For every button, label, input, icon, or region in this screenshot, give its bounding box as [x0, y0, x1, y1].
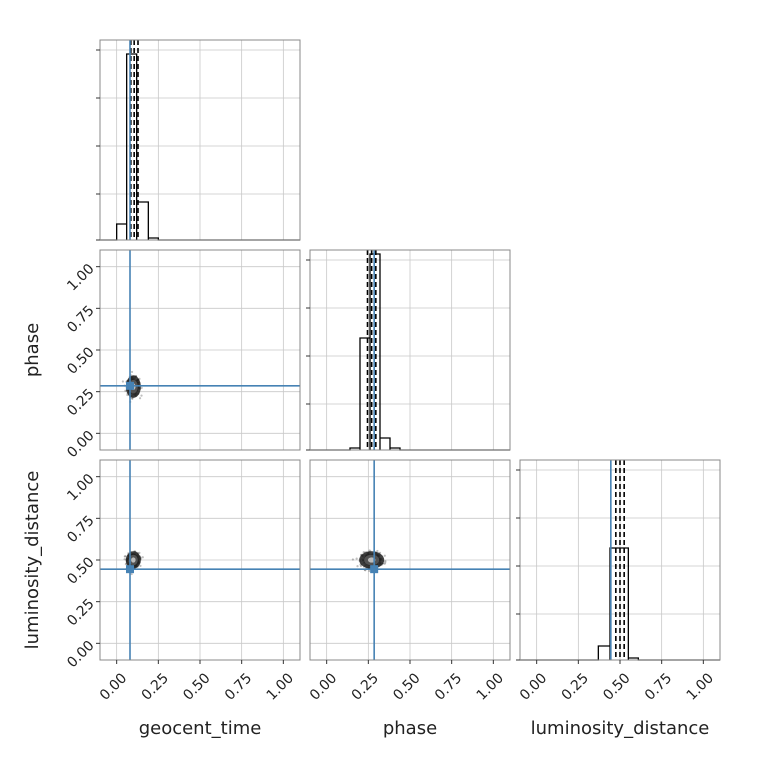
- scatter-point: [140, 386, 143, 390]
- y-tick-label: 1.00: [64, 261, 97, 294]
- scatter-point: [376, 549, 379, 553]
- scatter-point: [351, 558, 354, 561]
- x-axis-label-phase: phase: [383, 718, 437, 739]
- x-axis-label-luminosity_distance: luminosity_distance: [531, 718, 710, 739]
- scatter-point: [359, 564, 363, 568]
- y-tick-label: 0.50: [64, 554, 97, 587]
- x-tick-label: 0.00: [97, 670, 130, 703]
- panel-scatter-phase-luminosity_distance: [309, 459, 511, 661]
- x-tick-label: 0.75: [432, 670, 465, 703]
- x-tick-label: 0.75: [642, 670, 675, 703]
- x-tick-label: 1.00: [264, 670, 297, 703]
- x-axis-label-geocent_time: geocent_time: [139, 718, 262, 739]
- scatter-point: [383, 562, 386, 565]
- scatter-point: [139, 564, 142, 567]
- x-tick-label: 0.50: [390, 670, 423, 703]
- scatter-point: [356, 565, 359, 568]
- y-tick-label: 0.75: [64, 513, 97, 546]
- density-contour-inner: [131, 557, 136, 563]
- truth-marker: [126, 565, 134, 574]
- scatter-point: [368, 549, 371, 552]
- scatter-point: [141, 556, 144, 559]
- scatter-point: [124, 389, 127, 392]
- x-tick-label: 0.50: [180, 670, 213, 703]
- y-tick-label: 0.75: [64, 303, 97, 336]
- panel-scatter-geocent_time-luminosity_distance: [99, 459, 301, 661]
- y-tick-label: 0.50: [64, 344, 97, 377]
- scatter-point: [355, 557, 358, 560]
- x-tick-label: 0.50: [600, 670, 633, 703]
- scatter-point: [368, 569, 371, 573]
- scatter-point: [121, 380, 124, 383]
- scatter-point: [123, 558, 126, 561]
- scatter-point: [123, 555, 126, 558]
- scatter-point: [138, 551, 141, 554]
- panel-frame: [99, 39, 301, 241]
- truth-marker: [370, 565, 379, 574]
- truth-marker: [126, 381, 134, 390]
- x-tick-label: 0.25: [349, 670, 382, 703]
- y-tick-label: 0.00: [64, 428, 97, 461]
- scatter-point: [384, 561, 387, 564]
- x-tick-label: 0.25: [559, 670, 592, 703]
- scatter-point: [124, 563, 127, 566]
- y-tick-label: 0.25: [64, 596, 97, 629]
- x-tick-label: 0.75: [222, 670, 255, 703]
- scatter-point: [131, 397, 134, 400]
- scatter-point: [130, 572, 133, 576]
- x-tick-label: 0.00: [517, 670, 550, 703]
- scatter-point: [124, 555, 127, 558]
- x-tick-label: 1.00: [474, 670, 507, 703]
- panel-hist-luminosity_distance: [516, 459, 721, 661]
- panel-hist-geocent_time: [96, 39, 301, 241]
- panel-scatter-geocent_time-phase: [99, 249, 301, 451]
- scatter-point: [362, 551, 365, 554]
- x-tick-label: 1.00: [684, 670, 717, 703]
- y-tick-label: 0.00: [64, 638, 97, 671]
- scatter-point: [140, 394, 143, 397]
- scatter-point: [130, 370, 134, 374]
- y-axis-label-phase: phase: [22, 323, 43, 377]
- histogram-phase: [310, 253, 510, 451]
- y-tick-label: 1.00: [64, 471, 97, 504]
- x-tick-label: 0.00: [307, 670, 340, 703]
- y-tick-label: 0.25: [64, 386, 97, 419]
- scatter-point: [131, 397, 134, 400]
- panel-frame: [309, 249, 511, 451]
- scatter-point: [383, 554, 386, 557]
- scatter-point: [384, 559, 387, 563]
- y-axis-label-luminosity_distance: luminosity_distance: [22, 471, 43, 650]
- x-tick-label: 0.25: [139, 670, 172, 703]
- panel-hist-phase: [306, 249, 511, 451]
- histogram-luminosity_distance: [520, 547, 720, 661]
- scatter-point: [138, 397, 142, 400]
